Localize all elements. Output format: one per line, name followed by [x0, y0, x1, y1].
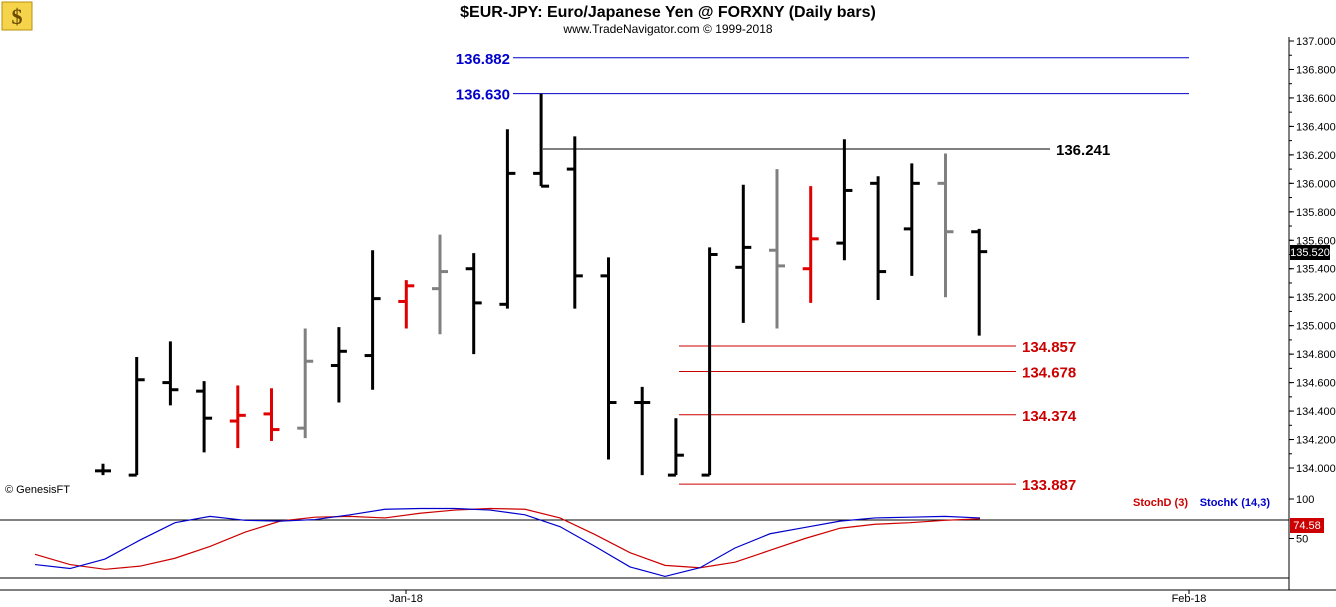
ohlc-bar — [802, 186, 819, 303]
y-tick-label: 136.000 — [1296, 178, 1336, 190]
date-axis-ticks: Jan-18 Feb-18 — [389, 590, 1206, 605]
chart-title: $EUR-JPY: Euro/Japanese Yen @ FORXNY (Da… — [460, 4, 876, 21]
ohlc-bar — [398, 280, 415, 329]
dollar-sign-icon: $ — [1, 1, 33, 31]
ohlc-bar — [701, 247, 718, 477]
ohlc-bar — [634, 386, 651, 476]
x-tick-label: Jan-18 — [389, 593, 423, 605]
ohlc-bar — [971, 228, 988, 336]
legend-stochd: StochD (3) — [1133, 497, 1188, 509]
ohlc-bar — [566, 136, 583, 309]
credit-text: © GenesisFT — [5, 484, 70, 496]
last-price-value: 135.520 — [1290, 247, 1330, 259]
stoch-tick-label: 100 — [1296, 494, 1314, 506]
stoch-tick-label: 50 — [1296, 534, 1308, 546]
ohlc-bar — [364, 250, 381, 390]
price-level-label: 136.630 — [456, 87, 510, 104]
y-tick-label: 134.000 — [1296, 463, 1336, 475]
ohlc-bar — [128, 356, 145, 477]
y-tick-label: 136.800 — [1296, 64, 1336, 76]
price-bars — [95, 93, 988, 477]
y-tick-label: 134.600 — [1296, 378, 1336, 390]
ohlc-bar — [836, 139, 853, 261]
ohlc-bar — [600, 257, 617, 460]
ohlc-bar — [533, 93, 550, 188]
ohlc-bar — [330, 327, 347, 403]
ohlc-bar — [937, 153, 954, 298]
y-tick-label: 134.400 — [1296, 406, 1336, 418]
price-level-label: 136.882 — [456, 51, 510, 68]
last-price-badge: 135.520 — [1290, 245, 1330, 260]
y-tick-label: 137.000 — [1296, 36, 1336, 48]
y-tick-label: 134.800 — [1296, 349, 1336, 361]
y-tick-label: 135.200 — [1296, 292, 1336, 304]
legend-stochk: StochK (14,3) — [1200, 497, 1271, 509]
ohlc-bar — [196, 381, 213, 453]
ohlc-bar — [263, 388, 280, 441]
ohlc-bar — [870, 176, 887, 301]
ohlc-bar — [903, 163, 920, 276]
ohlc-bar — [465, 253, 482, 355]
y-tick-label: 136.400 — [1296, 121, 1336, 133]
price-level-label: 134.857 — [1022, 339, 1076, 356]
price-levels: 136.882 136.630 136.241 134.857 134.678 134.3… — [456, 51, 1189, 494]
price-level-label: 134.678 — [1022, 364, 1076, 381]
x-tick-label: Feb-18 — [1172, 593, 1207, 605]
ohlc-bar — [162, 341, 179, 406]
stoch-series-line — [34, 507, 981, 578]
ohlc-bar — [667, 418, 684, 477]
chart-subtitle: www.TradeNavigator.com © 1999-2018 — [562, 22, 772, 36]
stoch-last-value: 74.58 — [1293, 520, 1321, 532]
svg-text:$: $ — [12, 4, 23, 29]
ohlc-bar — [432, 234, 448, 335]
ohlc-bar — [499, 129, 516, 309]
ohlc-bar — [229, 385, 246, 449]
stochastic-panel: 100 50 — [34, 494, 1314, 578]
y-tick-label: 135.600 — [1296, 235, 1336, 247]
y-tick-label: 136.200 — [1296, 150, 1336, 162]
y-tick-label: 136.600 — [1296, 93, 1336, 105]
ohlc-bar — [297, 328, 314, 439]
price-axis-ticks: 137.000 136.800 136.600 136.400 136.200 136.0… — [1289, 36, 1336, 475]
ohlc-bar — [769, 169, 785, 329]
y-tick-label: 135.400 — [1296, 264, 1336, 276]
stoch-last-badge: 74.58 — [1290, 518, 1324, 533]
price-level-label: 134.374 — [1022, 408, 1077, 425]
y-tick-label: 135.800 — [1296, 207, 1336, 219]
price-level-label: 133.887 — [1022, 477, 1076, 494]
ohlc-bar — [735, 184, 752, 323]
price-level-label: 136.241 — [1056, 142, 1110, 159]
y-tick-label: 134.200 — [1296, 435, 1336, 447]
stoch-series-line — [34, 507, 981, 570]
ohlc-bar — [95, 463, 111, 476]
y-tick-label: 135.000 — [1296, 321, 1336, 333]
